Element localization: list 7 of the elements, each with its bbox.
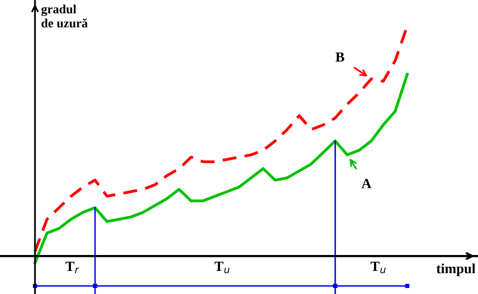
- y-axis-title: gradul de uzură: [41, 4, 88, 28]
- text: B: [336, 52, 344, 62]
- annotation: T$_{u}$: [214, 262, 230, 274]
- annotation: T$_{r}$: [65, 262, 80, 274]
- legend-label: A: [362, 178, 372, 188]
- x-axis-title: timpul: [436, 264, 476, 276]
- annotation: T$_{u}$: [370, 262, 386, 274]
